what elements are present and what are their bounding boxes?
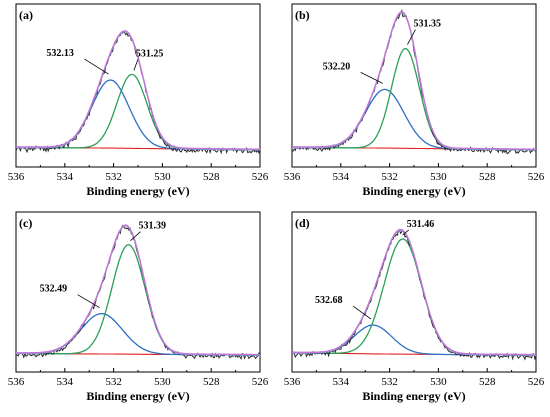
panel-label: (d) (295, 216, 310, 230)
peak-component-532.13 (28, 79, 260, 151)
x-tick-label: 534 (57, 376, 74, 388)
x-tick-label: 528 (203, 171, 220, 183)
x-tick-label: 532 (381, 171, 398, 183)
x-tick-label: 532 (381, 376, 398, 388)
peak-leader-line (77, 294, 100, 309)
x-tick-label: 528 (479, 171, 496, 183)
peak-leader-line (130, 231, 141, 242)
peak-leader-line (133, 59, 139, 71)
x-tick-label: 530 (154, 171, 171, 183)
x-tick-label: 526 (528, 171, 545, 183)
x-tick-label: 532 (105, 376, 122, 388)
x-tick-label: 530 (430, 376, 447, 388)
envelope-line (16, 224, 260, 356)
peak-leader-line (352, 305, 372, 320)
peak-label: 532.20 (323, 61, 351, 72)
peak-label: 532.13 (46, 48, 74, 59)
peak-component-532.20 (304, 88, 536, 151)
peak-label: 532.49 (40, 284, 67, 295)
peak-leader-line (84, 58, 109, 75)
peak-component-531.39 (28, 244, 260, 356)
x-tick-label: 530 (430, 171, 447, 183)
panel-label: (c) (19, 216, 32, 230)
peak-leader-line (402, 229, 410, 236)
x-tick-label: 536 (284, 171, 301, 183)
panel-label: (b) (295, 8, 310, 22)
fitted-sum-line (292, 229, 536, 356)
peak-label: 531.46 (407, 219, 435, 230)
envelope-line (16, 30, 260, 150)
peak-component-531.25 (28, 73, 260, 151)
x-tick-label: 526 (252, 171, 269, 183)
x-tick-label: 528 (479, 376, 496, 388)
panel-label: (a) (19, 8, 33, 22)
envelope-line (292, 228, 536, 356)
panel-d: 536 534 532 530 528 526 Binding energy (eV) (d)… (284, 211, 545, 403)
peak-component-532.68 (304, 324, 536, 356)
x-tick-label: 530 (154, 376, 171, 388)
plot-frame (291, 211, 537, 373)
x-tick-label: 536 (8, 376, 25, 388)
peak-label: 531.35 (413, 19, 441, 30)
x-axis-label: Binding energy (eV) (362, 389, 465, 403)
x-tick-label: 532 (105, 171, 122, 183)
envelope-line (292, 11, 536, 150)
x-tick-label: 536 (284, 376, 301, 388)
peak-label: 531.25 (136, 48, 164, 59)
plot-frame (15, 3, 261, 168)
x-tick-label: 526 (252, 376, 269, 388)
x-tick-label: 528 (203, 376, 220, 388)
peak-label: 531.39 (138, 221, 166, 232)
panel-b: 536 534 532 530 528 526 Binding energy (eV) (b)… (284, 3, 545, 198)
x-axis-label: Binding energy (eV) (362, 184, 465, 198)
x-tick-label: 536 (8, 171, 25, 183)
panel-c: 536 534 532 530 528 526 Binding energy (eV) (c)… (8, 211, 269, 403)
x-tick-label: 534 (57, 171, 74, 183)
x-tick-label: 526 (528, 376, 545, 388)
peak-leader-line (407, 29, 416, 45)
peak-label: 532.68 (315, 295, 343, 306)
x-tick-label: 534 (333, 171, 350, 183)
peak-leader-line (360, 72, 383, 84)
panel-a: 536 534 532 530 528 526 Binding energy (eV) (a)… (8, 3, 269, 198)
x-axis-label: Binding energy (eV) (86, 184, 189, 198)
x-axis-label: Binding energy (eV) (86, 389, 189, 403)
x-tick-label: 534 (333, 376, 350, 388)
